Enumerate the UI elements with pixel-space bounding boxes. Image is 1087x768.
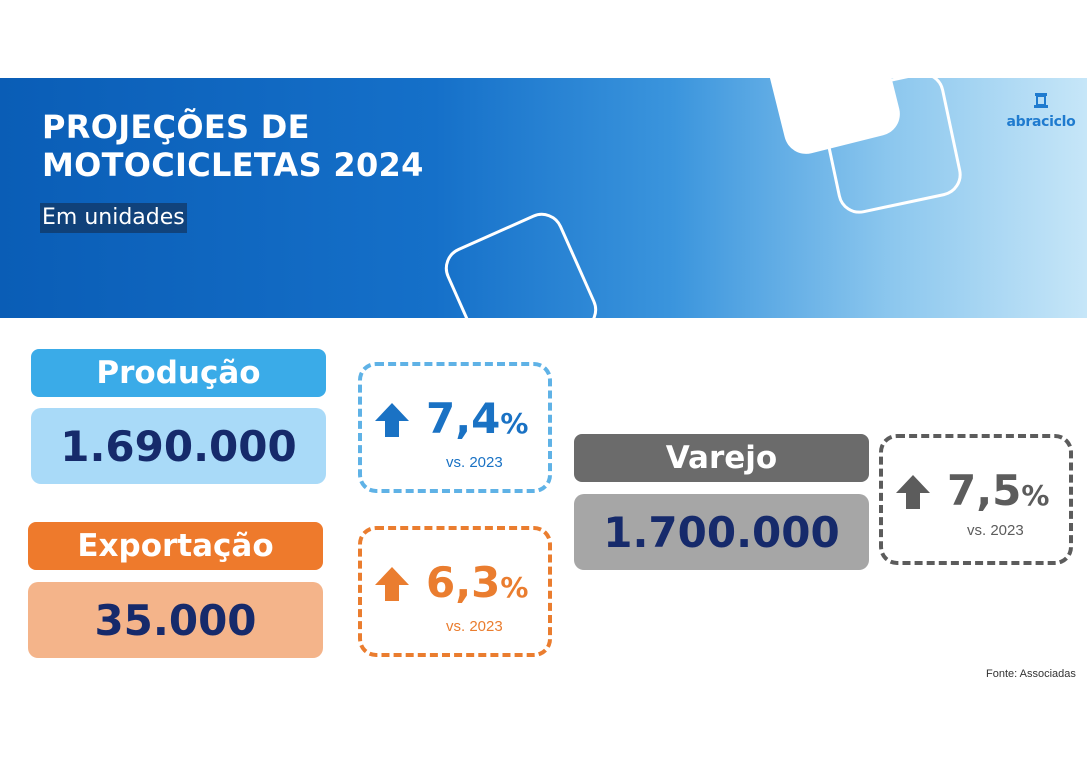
exportacao-value: 35.000 [28, 582, 323, 658]
title-line-2: MOTOCICLETAS 2024 [42, 146, 424, 184]
tower-icon [1034, 93, 1048, 108]
varejo-value: 1.700.000 [574, 494, 869, 570]
decor-square-outline [437, 205, 605, 318]
percent-sign: % [500, 571, 529, 604]
varejo-change-value: 7,5 [947, 466, 1022, 515]
producao-label: Produção [31, 349, 326, 397]
percent-sign: % [1021, 479, 1050, 512]
exportacao-compare: vs. 2023 [446, 618, 503, 635]
varejo-change: 7,5% [947, 470, 1049, 517]
page-title: PROJEÇÕES DE MOTOCICLETAS 2024 [42, 108, 424, 184]
producao-change: 7,4% [426, 398, 528, 445]
header-banner: PROJEÇÕES DE MOTOCICLETAS 2024 Em unidad… [0, 78, 1087, 318]
title-line-1: PROJEÇÕES DE [42, 108, 310, 146]
varejo-change-badge: 7,5% vs. 2023 [879, 434, 1073, 565]
arrow-up-icon [375, 567, 409, 601]
arrow-up-icon [375, 403, 409, 437]
percent-sign: % [500, 407, 529, 440]
arrow-up-icon [896, 475, 930, 509]
abraciclo-logo: abraciclo [1005, 92, 1077, 130]
producao-compare: vs. 2023 [446, 454, 503, 471]
producao-change-badge: 7,4% vs. 2023 [358, 362, 552, 493]
exportacao-change-value: 6,3 [426, 558, 501, 607]
exportacao-change: 6,3% [426, 562, 528, 609]
exportacao-label: Exportação [28, 522, 323, 570]
exportacao-change-badge: 6,3% vs. 2023 [358, 526, 552, 657]
subtitle: Em unidades [40, 203, 187, 233]
decor-square-outline [816, 78, 966, 218]
source-note: Fonte: Associadas [986, 668, 1076, 680]
logo-text: abraciclo [1006, 114, 1076, 130]
producao-change-value: 7,4 [426, 394, 501, 443]
producao-value: 1.690.000 [31, 408, 326, 484]
varejo-compare: vs. 2023 [967, 522, 1024, 539]
varejo-label: Varejo [574, 434, 869, 482]
